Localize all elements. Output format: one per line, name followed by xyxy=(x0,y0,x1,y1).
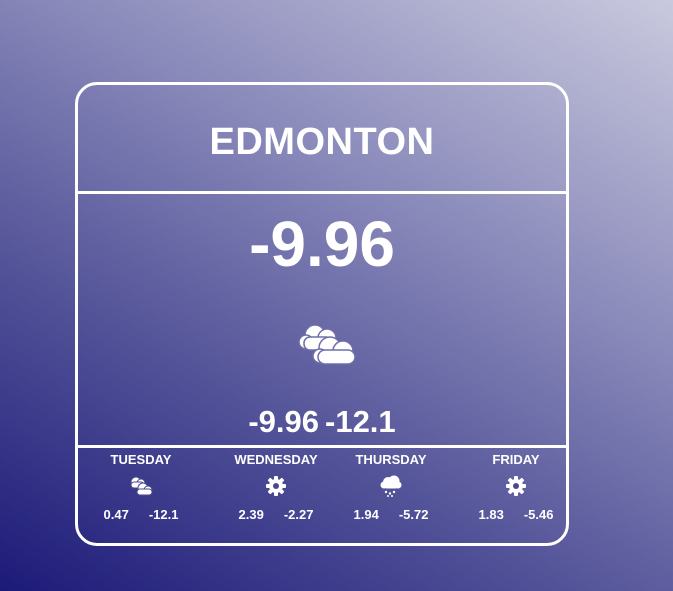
gear-icon xyxy=(266,476,286,496)
current-min-max: -9.96 -12.1 xyxy=(78,404,566,440)
current-min-temp: -12.1 xyxy=(325,404,396,439)
forecast-day: FRIDAY 1.83 -5.46 xyxy=(460,452,572,523)
forecast-max-temp: 1.83 xyxy=(478,507,504,522)
current-weather: -9.96 -9.96 -12.1 xyxy=(78,194,566,448)
forecast-day-name: FRIDAY xyxy=(492,452,540,467)
forecast-min-temp: -5.72 xyxy=(398,507,429,522)
clouds-icon xyxy=(130,476,153,496)
weather-card: EDMONTON -9.96 -9.96 -12.1 TUESDAY xyxy=(75,82,569,546)
forecast-min-temp: -2.27 xyxy=(283,507,314,522)
city-name: EDMONTON xyxy=(209,120,435,163)
forecast-max-temp: 2.39 xyxy=(238,507,264,522)
forecast-max-temp: 0.47 xyxy=(103,507,129,522)
clouds-icon xyxy=(298,324,356,365)
forecast-min-temp: -12.1 xyxy=(148,507,179,522)
gear-icon xyxy=(506,476,526,496)
forecast-day-name: THURSDAY xyxy=(355,452,427,467)
current-temperature: -9.96 xyxy=(249,208,395,280)
cloud-snow-icon xyxy=(380,475,402,497)
current-max-temp: -9.96 xyxy=(248,404,319,439)
forecast-day-name: TUESDAY xyxy=(110,452,172,467)
forecast-row: TUESDAY 0.47 -12.1 WEDNESDAY xyxy=(78,448,566,544)
forecast-min-temp: -5.46 xyxy=(523,507,554,522)
card-header: EDMONTON xyxy=(78,85,566,194)
forecast-day: THURSDAY 1.94 -5.72 xyxy=(335,452,447,523)
forecast-max-temp: 1.94 xyxy=(353,507,379,522)
forecast-day-name: WEDNESDAY xyxy=(234,452,318,467)
forecast-day: TUESDAY 0.47 -12.1 xyxy=(85,452,197,523)
forecast-day: WEDNESDAY 2.39 -2.27 xyxy=(220,452,332,523)
